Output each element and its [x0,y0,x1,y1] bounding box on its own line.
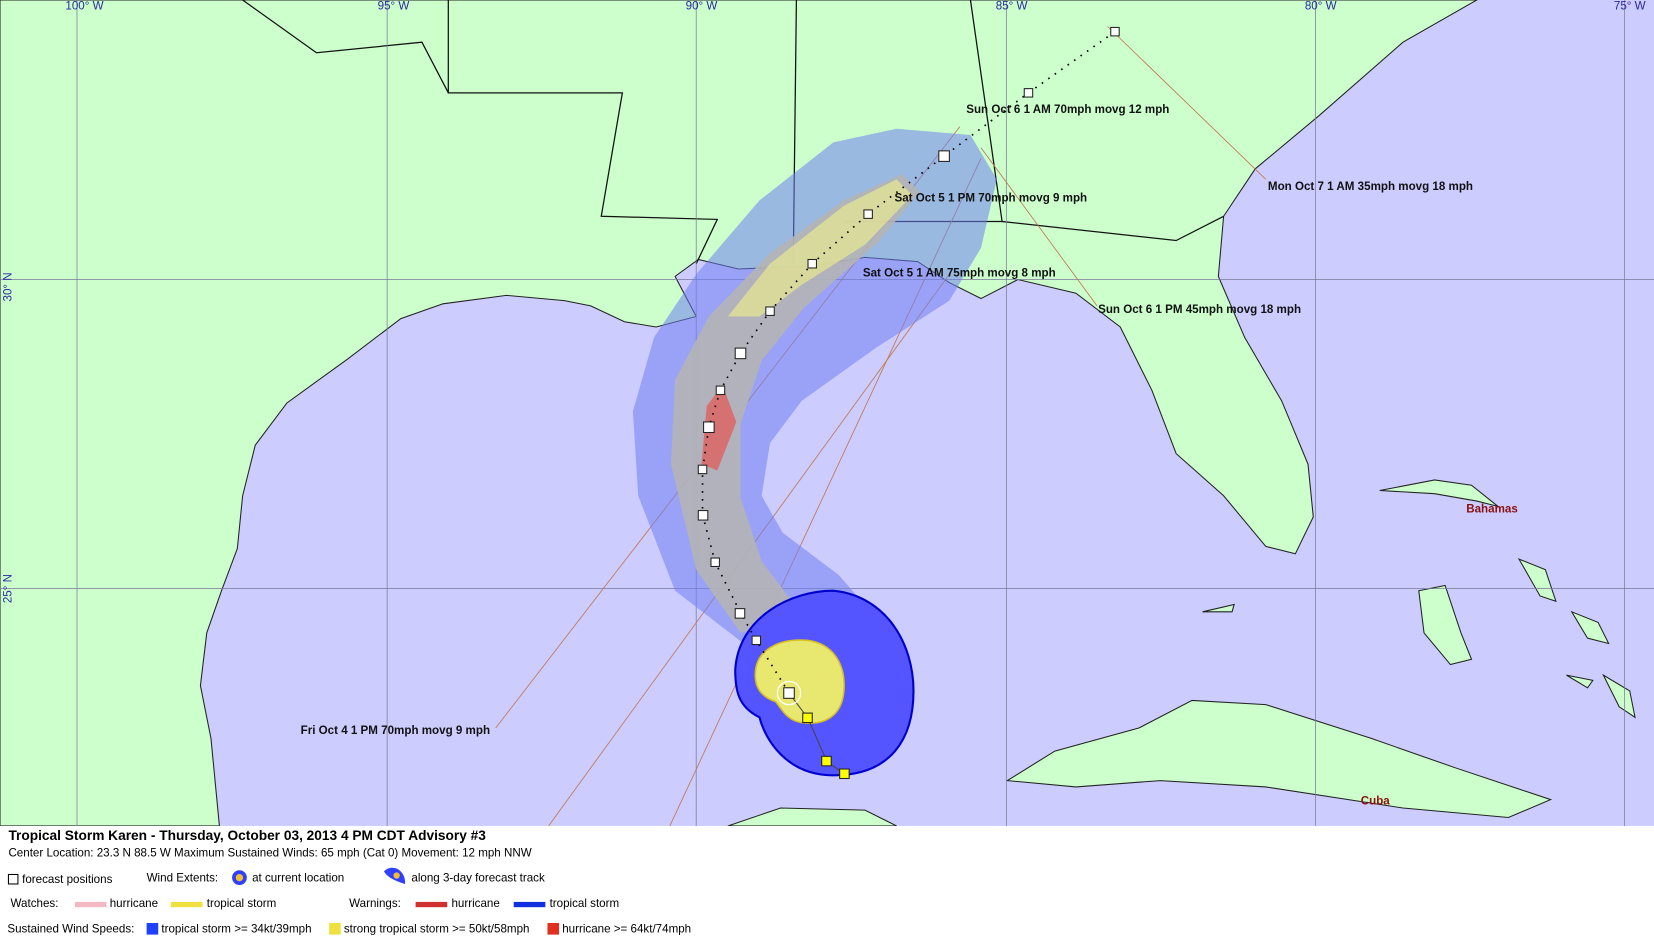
legend-details: Center Location: 23.3 N 88.5 W Maximum S… [8,846,531,859]
legend-panel [0,825,1654,942]
lat-label: 30° N [2,272,15,301]
lon-label: 75° W [1614,0,1646,12]
legend-item: Warnings: [349,897,401,910]
legend-item: hurricane [110,897,158,910]
legend-item: tropical storm >= 34kt/39mph [161,922,311,935]
forecast-label: Fri Oct 4 1 PM 70mph movg 9 mph [301,724,490,737]
hurricane-warning-zone [701,385,737,471]
past-track [788,692,846,775]
lon-label: 85° W [996,0,1028,12]
legend-item: forecast positions [22,873,112,886]
legend-item: along 3-day forecast track [411,872,545,885]
legend-item: tropical storm [550,897,620,910]
lat-label: 25° N [2,574,15,603]
legend-item: tropical storm [207,897,277,910]
legend-item: at current location [252,872,344,885]
lon-label: 95° W [378,0,410,12]
forecast-positions [697,26,1120,699]
cuba [1005,699,1553,819]
legend-item: hurricane >= 64kt/74mph [562,922,691,935]
past-positions [802,712,850,780]
lat-lon-grid [0,0,1654,826]
lon-label: 90° W [686,0,718,12]
legend-swatches [7,867,560,935]
forecast-label: Sun Oct 6 1 AM 70mph movg 12 mph [966,103,1169,116]
current-location [776,680,802,706]
place-label: Bahamas [1466,503,1518,516]
bahamas-islands [1202,479,1636,719]
forecast-label: Mon Oct 7 1 AM 35mph movg 18 mph [1268,180,1473,193]
forecast-label: Sun Oct 6 1 PM 45mph movg 18 mph [1098,303,1301,316]
strong-ts-wind-field [754,639,845,724]
forecast-label: Sat Oct 5 1 AM 75mph movg 8 mph [863,266,1056,279]
legend-item: hurricane [451,897,499,910]
legend-item: Wind Extents: [147,872,219,885]
lon-label: 100° W [65,0,103,12]
lon-label: 80° W [1305,0,1337,12]
forecast-label: Sat Oct 5 1 PM 70mph movg 9 mph [895,191,1088,204]
place-label: Cuba [1361,795,1391,808]
legend-item: Sustained Wind Speeds: [7,922,134,935]
legend-item: strong tropical storm >= 50kt/58mph [344,922,530,935]
legend-item: Watches: [11,897,59,910]
legend-title: Tropical Storm Karen - Thursday, October… [8,828,486,843]
forecast-cone-inner [670,174,920,633]
